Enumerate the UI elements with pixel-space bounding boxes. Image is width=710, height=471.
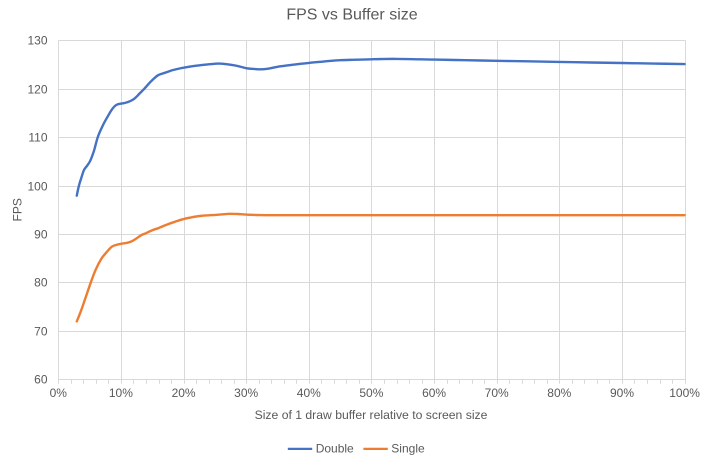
svg-text:30%: 30% bbox=[234, 386, 258, 400]
svg-text:60%: 60% bbox=[422, 386, 446, 400]
svg-text:FPS: FPS bbox=[10, 198, 24, 221]
svg-text:100: 100 bbox=[27, 179, 47, 193]
svg-text:20%: 20% bbox=[172, 386, 196, 400]
svg-text:40%: 40% bbox=[297, 386, 321, 400]
svg-text:70%: 70% bbox=[485, 386, 509, 400]
svg-text:Single: Single bbox=[391, 441, 425, 455]
svg-text:FPS vs Buffer size: FPS vs Buffer size bbox=[286, 7, 417, 24]
svg-text:110: 110 bbox=[28, 130, 47, 144]
svg-text:60: 60 bbox=[34, 372, 48, 386]
svg-text:90: 90 bbox=[34, 227, 48, 241]
svg-text:Size of 1 draw buffer relative: Size of 1 draw buffer relative to screen… bbox=[255, 408, 488, 422]
svg-text:Double: Double bbox=[316, 441, 354, 455]
svg-text:120: 120 bbox=[27, 82, 47, 96]
svg-text:90%: 90% bbox=[610, 386, 634, 400]
svg-text:100%: 100% bbox=[669, 386, 700, 400]
svg-text:80: 80 bbox=[34, 275, 48, 289]
svg-text:70: 70 bbox=[34, 324, 48, 338]
svg-text:130: 130 bbox=[27, 33, 47, 47]
svg-text:50%: 50% bbox=[359, 386, 383, 400]
svg-text:0%: 0% bbox=[50, 386, 68, 400]
svg-text:10%: 10% bbox=[109, 386, 133, 400]
svg-text:80%: 80% bbox=[547, 386, 571, 400]
